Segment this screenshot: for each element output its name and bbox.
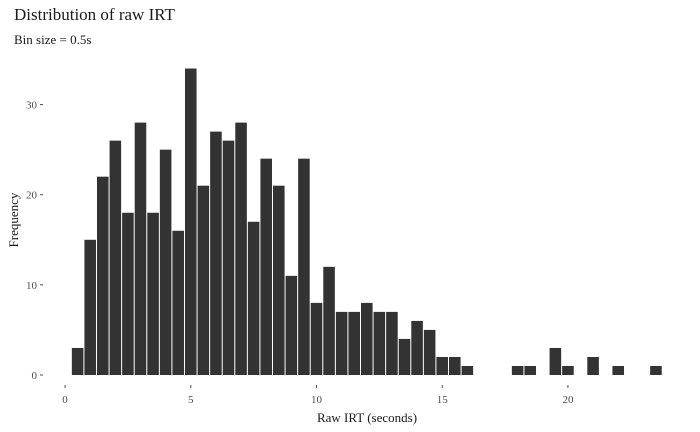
x-tick-label: 5 (188, 394, 194, 406)
histogram-bar (184, 68, 197, 376)
histogram-bar (549, 347, 562, 375)
x-axis: 0 5 10 15 20 (62, 385, 574, 406)
histogram-bar (260, 158, 272, 375)
histogram-bar (436, 356, 448, 375)
histogram-bar (172, 230, 184, 375)
histogram-bar (612, 365, 625, 375)
chart-title: Distribution of raw IRT (14, 5, 175, 24)
histogram-bar (361, 302, 373, 375)
y-axis-title: Frequency (6, 192, 21, 247)
histogram-bar (449, 356, 461, 375)
histogram-bar (235, 122, 247, 375)
histogram-bar (411, 320, 423, 375)
histogram-bar (323, 266, 335, 375)
x-tick-label: 20 (562, 394, 574, 406)
chart-subtitle: Bin size = 0.5s (14, 32, 92, 47)
x-tick-label: 10 (311, 394, 323, 406)
histogram-bar (273, 185, 285, 375)
histogram-bar (210, 131, 222, 375)
y-tick-label: 30 (26, 100, 38, 112)
histogram-bar (524, 365, 537, 375)
y-tick-label: 20 (26, 190, 38, 202)
histogram-bar (247, 221, 260, 375)
histogram-bar (71, 347, 84, 375)
histogram-bars (71, 68, 662, 376)
histogram-bar (285, 275, 298, 375)
histogram-bar (386, 311, 398, 375)
histogram-bar (348, 311, 360, 375)
histogram-bar (461, 365, 474, 375)
histogram-bar (222, 140, 235, 375)
histogram-bar (650, 365, 662, 375)
y-axis: 0 10 20 30 (26, 100, 43, 382)
histogram-bar (84, 239, 96, 375)
x-tick-label: 15 (437, 394, 449, 406)
histogram-bar (197, 185, 210, 375)
histogram-bar (373, 311, 386, 375)
histogram-bar (511, 365, 524, 375)
y-tick-label: 0 (32, 370, 38, 382)
histogram-bar (122, 212, 134, 375)
x-axis-title: Raw IRT (seconds) (317, 410, 417, 425)
histogram-bar (398, 338, 411, 375)
histogram-bar (310, 302, 323, 375)
histogram-bar (423, 329, 436, 375)
histogram-bar (298, 158, 310, 375)
x-tick-label: 0 (62, 394, 68, 406)
histogram-bar (562, 365, 574, 375)
histogram-bar (96, 176, 109, 375)
y-tick-label: 10 (26, 280, 38, 292)
histogram-bar (134, 122, 147, 375)
histogram-bar (147, 212, 159, 375)
histogram-bar (109, 140, 122, 375)
histogram-bar (587, 356, 599, 375)
histogram-bar (335, 311, 348, 375)
histogram-bar (159, 149, 172, 375)
